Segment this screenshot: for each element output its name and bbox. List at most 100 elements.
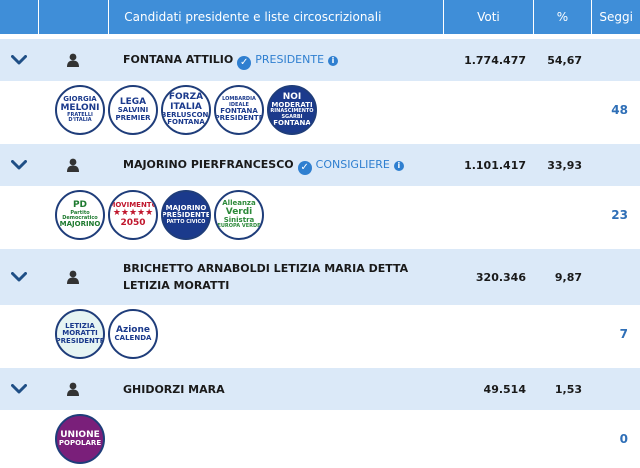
candidate-name-cell: MAJORINO PIERFRANCESCO ✓ CONSIGLIERE i [108,156,445,175]
list-logo-text: CALENDA [114,334,152,343]
candidate-votes: 1.774.477 [464,53,526,67]
list-logo-text: EUROPA VERDE [217,223,261,230]
list-logo-text: Azione [116,324,150,335]
list-logos: GIORGIA MELONI FRATELLI D'ITALIA LEGA SALVIN… [0,85,590,135]
list-logo-text: MAJORINO [165,204,207,213]
candidate-name-cell: BRICHETTO ARNABOLDI LETIZIA MARIA DETTA … [108,260,445,294]
seats-count: 23 [611,208,628,222]
list-logo-text: Verdi [225,206,253,217]
list-logo[interactable]: NOI MODERATI RINASCIMENTO SGARBI FONTANA [267,85,317,135]
list-logo-text: ITALIA [170,101,202,112]
list-logo-text: FORZA [168,92,204,103]
seats-count: 7 [619,327,628,341]
candidate-name: FONTANA ATTILIO [123,52,234,66]
list-logo-text: GIORGIA [63,95,97,104]
list-logo-text: MELONI [60,102,100,113]
list-logo-text: PRESIDENTE [161,211,211,220]
header-seats: Seggi [599,10,633,24]
chevron-down-icon[interactable] [0,384,38,394]
list-logo-text: MORATTI [62,329,98,338]
lists-row: PD Partito Democratico MAJORINO MOVIMENTO ★★… [0,186,640,244]
chevron-down-icon[interactable] [0,160,38,170]
info-icon[interactable]: i [393,160,404,171]
list-logo-text: PRESIDENTE [55,336,105,345]
list-logo-text: FRATELLI D'ITALIA [67,112,93,124]
header-percent: % [534,0,593,34]
user-icon [38,158,108,172]
list-logos: LETIZIA MORATTI PRESIDENTE Azione CALENDA [0,309,590,359]
list-logo-text: FONTANA [273,118,311,127]
candidate-name-cell: FONTANA ATTILIO ✓ PRESIDENTE i [108,51,445,70]
list-logo-text: PRESIDENTE [214,114,264,123]
lists-row: GIORGIA MELONI FRATELLI D'ITALIA LEGA SALVIN… [0,81,640,139]
list-logo-text: PD [72,200,88,211]
list-logo-text: PATTO CIVICO [166,218,206,225]
table-header: Candidati presidente e liste circoscrizi… [0,0,640,34]
list-logo-text: 2050 [120,217,146,228]
list-logo-text: LETIZIA [65,321,95,330]
header-votes: Voti [444,0,534,34]
list-logo[interactable]: PD Partito Democratico MAJORINO [55,190,105,240]
list-logo-text: Partito Democratico [62,209,98,222]
list-logo-text: UNIONE [60,429,100,440]
list-logo-text: Sinistra [223,216,255,225]
table-body: FONTANA ATTILIO ✓ PRESIDENTE i 1.774.477 54,6… [0,34,640,468]
list-logo-text: NOI [282,91,302,102]
list-logo-text: LOMBARDIA IDEALE [222,96,256,108]
candidate-name-cell: GHIDORZI MARA [108,381,445,398]
list-logo[interactable]: MAJORINO PRESIDENTE PATTO CIVICO [161,190,211,240]
candidate-row[interactable]: BRICHETTO ARNABOLDI LETIZIA MARIA DETTA … [0,249,640,305]
list-logo-text: MOVIMENTO [108,200,158,209]
seats-count: 48 [611,103,628,117]
seats-count: 0 [619,432,628,446]
candidate-percent: 54,67 [547,53,582,67]
list-logos: PD Partito Democratico MAJORINO MOVIMENTO ★★… [0,190,590,240]
list-logo[interactable]: GIORGIA MELONI FRATELLI D'ITALIA [55,85,105,135]
info-icon[interactable]: i [328,55,339,66]
list-logo[interactable]: Azione CALENDA [108,309,158,359]
lists-row: UNIONE POPOLARE 0 [0,410,640,468]
list-logo-text: LEGA [119,96,147,107]
list-logo[interactable]: MOVIMENTO ★★★★★ 2050 [108,190,158,240]
list-logos: UNIONE POPOLARE [0,414,590,464]
check-circle-icon: ✓ [237,55,252,70]
candidate-votes: 49.514 [483,382,526,396]
list-logo[interactable]: LEGA SALVINI PREMIER [108,85,158,135]
chevron-down-icon[interactable] [0,272,38,282]
list-logo-text: RINASCIMENTO SGARBI [270,108,314,120]
list-logo[interactable]: Alleanza Verdi Sinistra EUROPA VERDE [214,190,264,240]
chevron-down-icon[interactable] [0,55,38,65]
list-logo-text: ★★★★★ [112,208,154,219]
user-icon [38,270,108,284]
list-logo-text: SALVINI [117,106,149,115]
candidate-role: CONSIGLIERE [315,157,390,171]
list-logo[interactable]: LOMBARDIA IDEALE FONTANA PRESIDENTE [214,85,264,135]
candidate-votes: 1.101.417 [464,158,526,172]
candidate-role: PRESIDENTE [255,52,325,66]
list-logo-text: PREMIER [115,113,151,122]
lists-row: LETIZIA MORATTI PRESIDENTE Azione CALENDA 7 [0,305,640,363]
list-logo-text: Alleanza [222,199,256,208]
header-candidates: Candidati presidente e liste circoscrizi… [109,0,445,34]
candidate-name: GHIDORZI MARA [123,382,225,396]
user-icon [38,382,108,396]
candidate-row[interactable]: MAJORINO PIERFRANCESCO ✓ CONSIGLIERE i 1.101… [0,144,640,186]
candidate-votes: 320.346 [475,270,526,284]
candidate-percent: 9,87 [554,270,582,284]
list-logo-text: MODERATI [271,101,313,110]
list-logo-text: FONTANA [167,118,205,127]
list-logo[interactable]: UNIONE POPOLARE [55,414,105,464]
list-logo-text: FONTANA [220,106,258,115]
candidate-percent: 1,53 [554,382,582,396]
list-logo-text: BERLUSCONI [161,111,211,120]
candidate-name: BRICHETTO ARNABOLDI LETIZIA MARIA DETTA … [123,262,409,292]
candidate-row[interactable]: GHIDORZI MARA 49.514 1,53 [0,368,640,410]
list-logo[interactable]: LETIZIA MORATTI PRESIDENTE [55,309,105,359]
candidate-name: MAJORINO PIERFRANCESCO [123,157,294,171]
candidate-row[interactable]: FONTANA ATTILIO ✓ PRESIDENTE i 1.774.477 54,6… [0,39,640,81]
list-logo[interactable]: FORZA ITALIA BERLUSCONI FONTANA [161,85,211,135]
check-circle-icon: ✓ [297,160,312,175]
user-icon [38,53,108,67]
list-logo-text: POPOLARE [58,439,102,448]
